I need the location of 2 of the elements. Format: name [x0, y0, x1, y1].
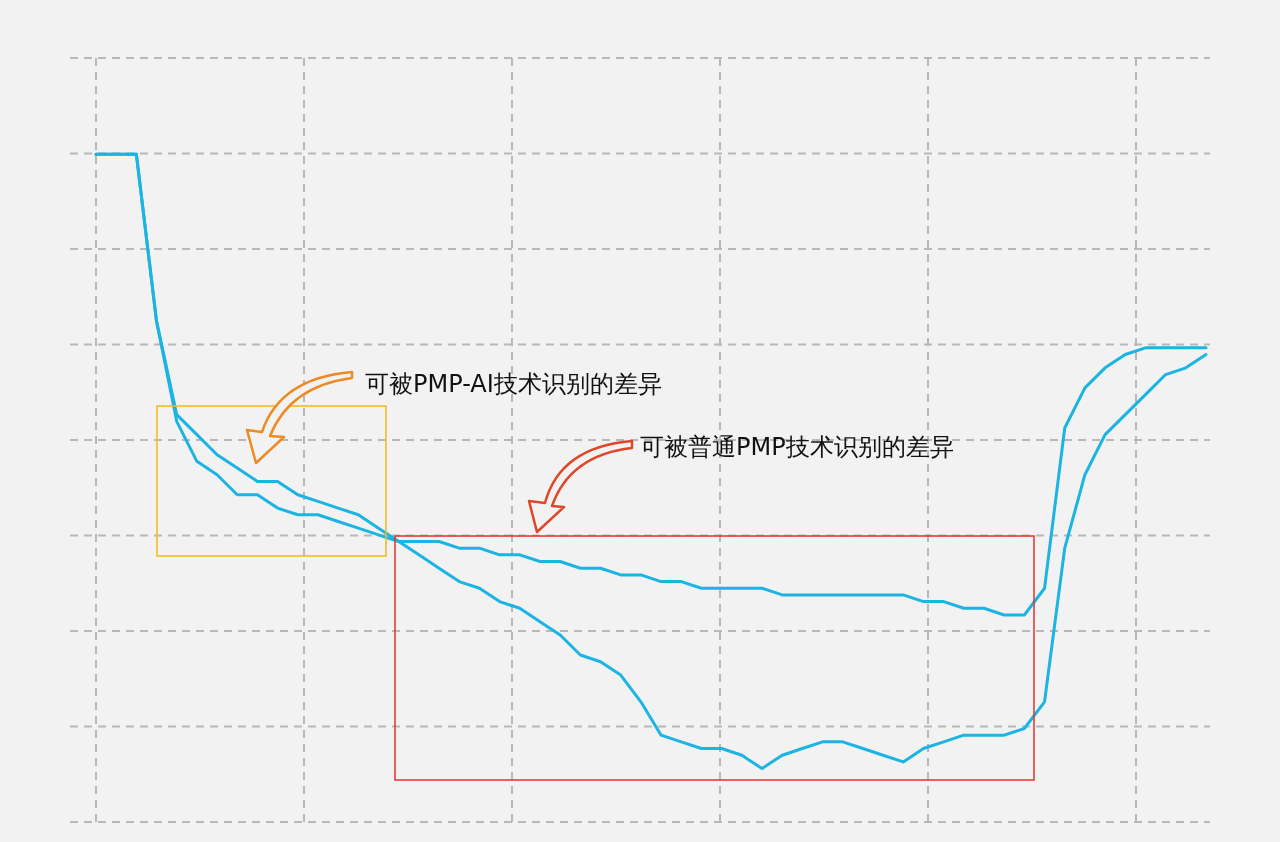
annotation: 可被PMP-AI技术识别的差异: [365, 369, 662, 400]
annotation: 可被普通PMP技术识别的差异: [640, 432, 954, 463]
